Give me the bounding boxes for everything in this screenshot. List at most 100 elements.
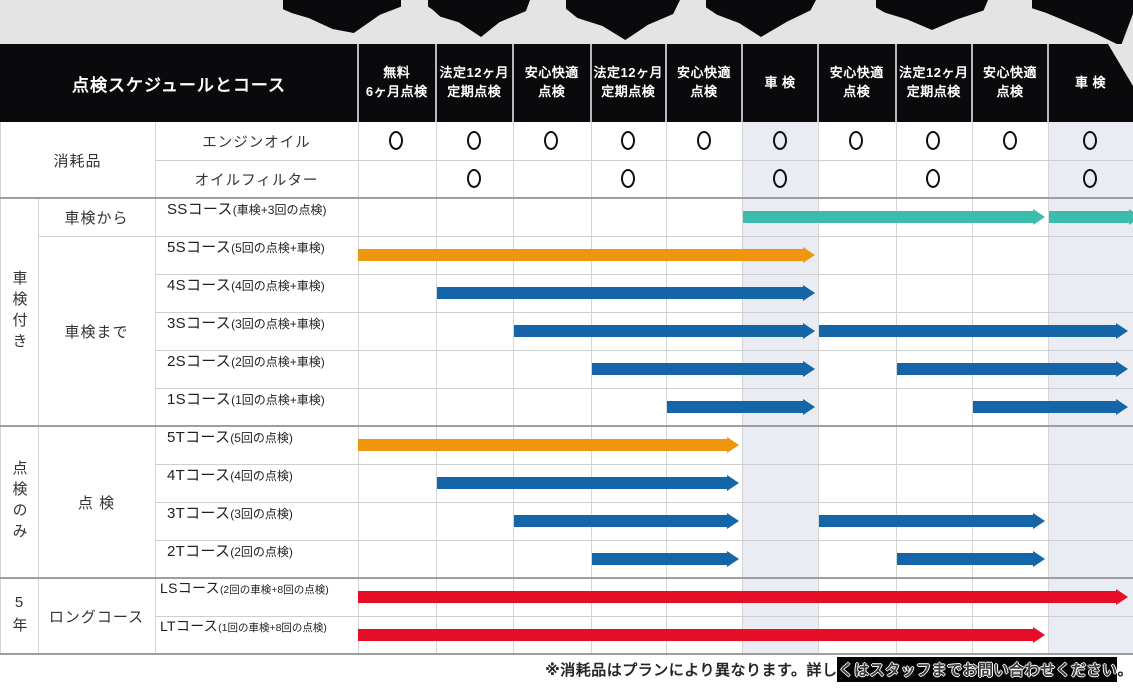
course-label: 3Tコース (3回の点検) (167, 502, 293, 540)
header-column: 安心快適 点検 (513, 44, 591, 122)
header-column: 法定12ヶ月 定期点検 (895, 44, 972, 122)
grid-line (155, 274, 1133, 275)
course-label: SSコース (車検+3回の点検) (167, 198, 326, 236)
course-detail: (3回の点検) (230, 507, 293, 521)
group-label: 点 検 (77, 494, 116, 512)
footnote-text: 。 (1117, 661, 1133, 679)
course-detail: (5回の点検+車検) (231, 241, 325, 255)
course-bar-segment (1049, 209, 1133, 225)
group-label: 車検から (64, 209, 129, 227)
grid-line (155, 388, 1133, 389)
header-column: 法定12ヶ月 定期点検 (590, 44, 666, 122)
header-column: 安心快適 点検 (818, 44, 896, 122)
course-label: 4Sコース (4回の点検+車検) (167, 274, 325, 312)
course-label: 3Sコース (3回の点検+車検) (167, 312, 325, 350)
header-column: 車 検 (742, 44, 818, 122)
grid-line (0, 197, 1133, 199)
course-bar-segment (514, 513, 739, 529)
course-bar-segment (437, 285, 816, 301)
table-title: 点検スケジュールとコース (0, 44, 358, 122)
oil-check-circle (620, 131, 635, 150)
grid-line (38, 236, 1133, 237)
course-bar-segment (743, 209, 1045, 225)
footnote-text: ※消耗品はプランにより異なります。詳し (545, 661, 838, 679)
course-bar-segment (897, 361, 1129, 377)
course-name: LTコース (160, 618, 219, 634)
course-detail: (2回の点検+車検) (231, 355, 325, 369)
oil-check-circle (466, 169, 481, 188)
header-column: 安心快適 点検 (972, 44, 1048, 122)
grid-line (155, 160, 1133, 161)
header-separator (741, 44, 743, 122)
oil-check-circle (772, 131, 787, 150)
course-label: 1Sコース (1回の点検+車検) (167, 388, 325, 426)
course-name: 4Tコース (167, 467, 231, 484)
course-bar-segment (437, 475, 740, 491)
course-name: 2Sコース (167, 353, 232, 370)
course-bar-segment (897, 551, 1046, 567)
course-label: 5Tコース (5回の点検) (167, 426, 293, 464)
course-bar-segment (819, 323, 1128, 339)
group-label: 点検のみ (10, 460, 28, 544)
course-detail: (1回の車検+8回の点検) (218, 622, 327, 634)
grid-line (0, 122, 1, 654)
course-label: 2Sコース (2回の点検+車検) (167, 350, 325, 388)
group-label: ロングコース (48, 608, 145, 626)
footnote: ※消耗品はプランにより異なります。詳し くはスタッフまでお問い合わせください。 (545, 656, 1133, 682)
oil-check-circle (1002, 131, 1017, 150)
footnote-highlight: くはスタッフまでお問い合わせください (837, 656, 1118, 682)
course-bar-segment (358, 247, 815, 263)
oil-check-circle (926, 131, 941, 150)
course-detail: (2回の点検) (230, 545, 293, 559)
course-name: 2Tコース (167, 543, 231, 560)
course-bar-segment (358, 437, 739, 453)
course-detail: (5回の点検) (230, 431, 293, 445)
header-separator (1047, 44, 1049, 122)
course-bar-segment (358, 589, 1128, 605)
car-silhouette-icon (428, 0, 530, 37)
row-label: オイルフィルター (194, 172, 319, 189)
header-separator (512, 44, 514, 122)
header-separator (894, 44, 897, 122)
course-detail: (3回の点検+車検) (231, 317, 325, 331)
oil-check-circle (544, 131, 559, 150)
grid-line (155, 350, 1133, 351)
header-separator (665, 44, 667, 122)
car-silhouette-icon (1032, 0, 1133, 46)
course-detail: (2回の車検+8回の点検) (219, 584, 329, 596)
course-detail: (4回の点検) (230, 469, 293, 483)
car-silhouette-icon (706, 0, 816, 37)
course-label: LTコース (1回の車検+8回の点検) (160, 616, 327, 654)
course-name: 1Sコース (167, 391, 232, 408)
oil-check-circle (620, 169, 635, 188)
oil-check-circle (466, 131, 481, 150)
row-label: エンジンオイル (202, 134, 311, 151)
course-label: 5Sコース (5回の点検+車検) (167, 236, 325, 274)
grid-line (155, 464, 1133, 465)
oil-check-circle (696, 131, 711, 150)
group-label: 消耗品 (53, 152, 102, 170)
header-separator (434, 44, 437, 122)
course-name: 3Sコース (167, 315, 232, 332)
course-bar-segment (592, 361, 816, 377)
course-name: LSコース (160, 580, 220, 596)
group-label: 車検付き (10, 270, 28, 354)
header-column: 法定12ヶ月 定期点検 (435, 44, 513, 122)
top-strip (0, 0, 1133, 46)
oil-check-circle (772, 169, 787, 188)
group-label: 5年 (10, 594, 28, 638)
grid-line (155, 616, 1133, 617)
course-bar-segment (819, 513, 1045, 529)
grid-line (0, 577, 1133, 579)
course-detail: (車検+3回の点検) (232, 203, 327, 217)
course-label: 2Tコース (2回の点検) (167, 540, 293, 578)
header-column: 無料 6ヶ月点検 (358, 44, 436, 122)
grid-line (0, 653, 1133, 655)
header-separator (971, 44, 973, 122)
car-silhouette-icon (876, 0, 988, 30)
course-bar-segment (592, 551, 740, 567)
course-bar-segment (973, 399, 1128, 415)
oil-check-circle (1083, 169, 1097, 188)
course-name: 4Sコース (167, 277, 232, 294)
oil-check-circle (849, 131, 864, 150)
